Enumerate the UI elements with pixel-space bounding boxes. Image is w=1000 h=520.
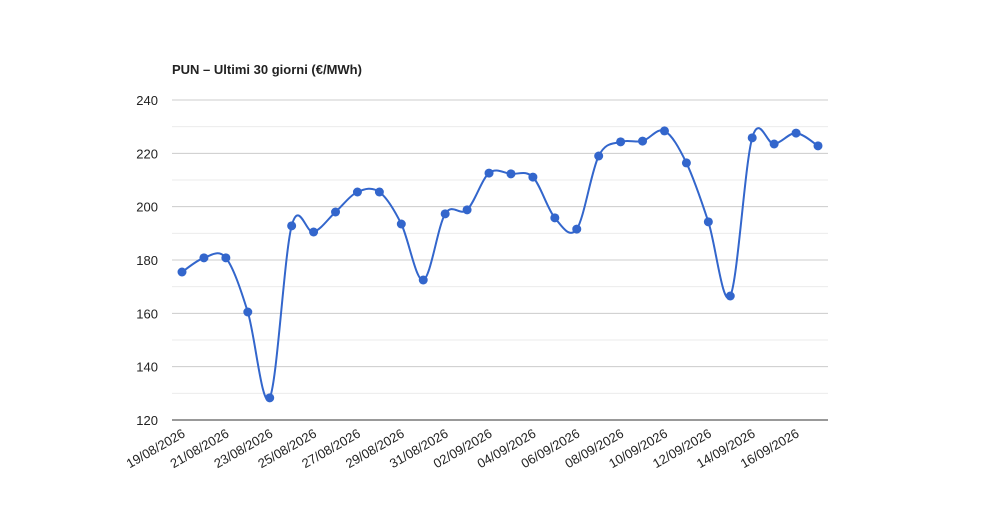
point: [659, 126, 669, 136]
point: [309, 227, 319, 237]
y-tick-label: 120: [136, 413, 158, 428]
y-tick-label: 180: [136, 253, 158, 268]
point: [177, 267, 187, 277]
point: [681, 158, 691, 168]
point: [484, 168, 494, 178]
line: [181, 127, 819, 401]
point: [791, 128, 801, 138]
point: [769, 139, 779, 149]
point: [374, 187, 384, 197]
point: [725, 291, 735, 301]
point: [572, 224, 582, 234]
y-tick-label: 240: [136, 93, 158, 108]
point: [594, 151, 604, 161]
point: [352, 187, 362, 197]
point: [813, 141, 823, 151]
point: [396, 219, 406, 229]
point: [462, 205, 472, 215]
point: [265, 393, 275, 403]
y-tick-label: 200: [136, 200, 158, 215]
y-tick-label: 160: [136, 306, 158, 321]
point: [418, 275, 428, 285]
point: [287, 221, 297, 231]
point: [528, 172, 538, 182]
point: [331, 207, 341, 217]
point: [506, 169, 516, 179]
point: [243, 307, 253, 317]
point: [199, 253, 209, 263]
y-tick-label: 140: [136, 360, 158, 375]
point: [638, 136, 648, 146]
point: [440, 209, 450, 219]
point: [221, 253, 231, 263]
y-tick-label: 220: [136, 146, 158, 161]
chart-title: PUN – Ultimi 30 giorni (€/MWh): [172, 62, 362, 77]
point: [747, 133, 757, 143]
point: [550, 213, 560, 223]
point: [616, 137, 626, 147]
point: [703, 217, 713, 227]
